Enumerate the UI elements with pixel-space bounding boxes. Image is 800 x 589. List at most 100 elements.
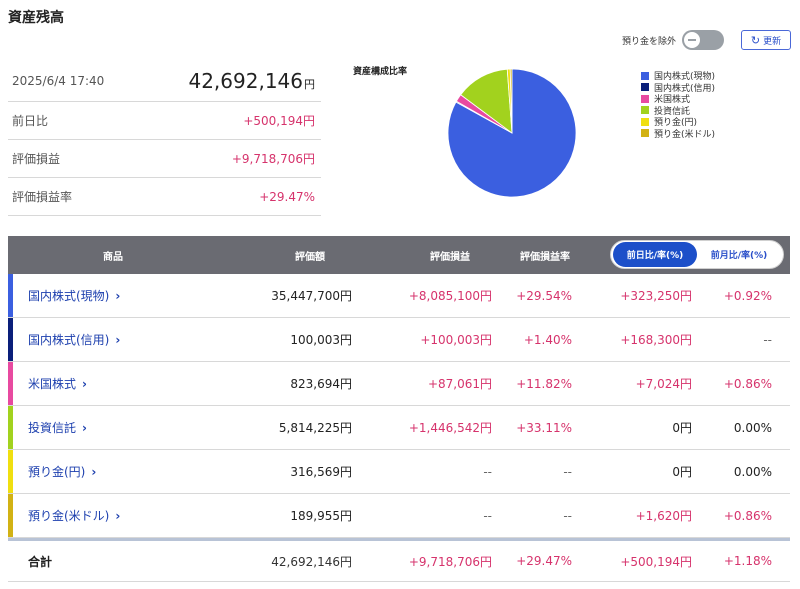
summary-datetime: 2025/6/4 17:40	[12, 73, 105, 88]
period-switch: 前日比/率(%) 前月比/率(%)	[610, 240, 784, 269]
summary-value: +500,194円	[243, 114, 315, 128]
gain-rate: +29.54%	[516, 288, 572, 303]
unrealized-gain: +1,446,542円	[408, 421, 492, 435]
unrealized-gain: +100,003円	[420, 333, 492, 347]
summary-total-value: 42,692,146	[188, 68, 303, 93]
header-product: 商品	[103, 251, 123, 263]
total-diff: +500,194円	[620, 554, 692, 569]
header-value: 評価額	[295, 251, 325, 263]
legend-label: 国内株式(信用)	[654, 83, 716, 94]
table-body: 国内株式(現物) › 35,447,700円 +8,085,100円 +29.54% +3…	[8, 274, 790, 538]
pie-chart-legend: 国内株式(現物) 国内株式(信用) 米国株式 投資信託 預り金(円) 預り金(米ドル)	[641, 70, 716, 140]
category-color-bar	[8, 494, 13, 537]
daily-diff-rate: +0.86%	[723, 508, 772, 523]
daily-diff: +7,024円	[635, 377, 692, 391]
daily-diff: +1,620円	[635, 509, 692, 523]
daily-diff: +168,300円	[620, 333, 692, 347]
legend-label: 投資信託	[654, 106, 691, 117]
gain-rate: +33.11%	[516, 420, 572, 435]
unrealized-gain: +8,085,100円	[408, 289, 492, 303]
valuation: 5,814,225円	[278, 421, 352, 435]
legend-swatch	[641, 117, 649, 126]
valuation: 316,569円	[290, 465, 352, 479]
summary-label: 評価損益	[12, 152, 61, 166]
legend-swatch	[641, 83, 649, 92]
legend-item: 投資信託	[641, 105, 715, 117]
table-row: 米国株式 › 823,694円 +87,061円 +11.82% +7,024円 +0.86…	[8, 362, 790, 406]
valuation: 100,003円	[290, 333, 352, 347]
legend-swatch	[641, 71, 649, 80]
total-rate: +29.47%	[516, 554, 572, 568]
product-link[interactable]: 米国株式 ›	[28, 362, 87, 405]
summary-total-unit: 円	[304, 77, 315, 91]
asset-table: 商品 評価額 評価損益 評価損益率 前日比/率(%) 前月比/率(%) 国内株式…	[8, 236, 790, 582]
summary-value: +9,718,706円	[231, 152, 315, 166]
product-name: 預り金(米ドル)	[28, 509, 110, 523]
daily-diff-rate: 0.00%	[733, 420, 772, 435]
legend-label: 預り金(米ドル)	[654, 129, 716, 140]
chevron-right-icon: ›	[115, 288, 121, 303]
product-link[interactable]: 預り金(米ドル) ›	[28, 494, 120, 537]
daily-diff-rate: --	[763, 332, 772, 347]
category-color-bar	[8, 318, 13, 361]
toggle-knob	[684, 32, 701, 48]
product-link[interactable]: 投資信託 ›	[28, 406, 87, 449]
unrealized-gain: +87,061円	[427, 377, 492, 391]
category-color-bar	[8, 406, 13, 449]
legend-item: 米国株式	[641, 93, 715, 105]
product-name: 国内株式(信用)	[28, 333, 110, 347]
total-separator	[8, 538, 790, 541]
legend-swatch	[641, 129, 649, 138]
daily-diff-rate: 0.00%	[733, 464, 772, 479]
header-rate: 評価損益率	[520, 251, 570, 263]
minus-icon	[688, 39, 697, 41]
legend-swatch	[641, 94, 649, 103]
refresh-label: 更新	[763, 36, 782, 47]
tab-daily-change[interactable]: 前日比/率(%)	[613, 242, 697, 267]
legend-item: 預り金(米ドル)	[641, 128, 715, 140]
valuation: 35,447,700円	[271, 289, 352, 303]
summary-total: 42,692,146円	[188, 69, 315, 93]
product-name: 投資信託	[28, 421, 77, 435]
page-title: 資産残高	[8, 10, 64, 26]
gain-rate: --	[563, 508, 572, 523]
daily-diff-rate: +0.86%	[723, 376, 772, 391]
unrealized-gain: --	[483, 508, 492, 523]
pie-slice	[447, 68, 577, 198]
gain-rate: +1.40%	[523, 332, 572, 347]
legend-item: 国内株式(現物)	[641, 70, 715, 82]
chevron-right-icon: ›	[91, 464, 97, 479]
legend-label: 預り金(円)	[654, 118, 698, 129]
asset-allocation-pie-chart	[447, 68, 577, 198]
table-row: 国内株式(現物) › 35,447,700円 +8,085,100円 +29.54% +3…	[8, 274, 790, 318]
summary-row-gain-rate: 評価損益率 +29.47%	[8, 178, 321, 216]
balance-summary: 2025/6/4 17:40 42,692,146円 前日比 +500,194円…	[8, 60, 321, 216]
gain-rate: +11.82%	[516, 376, 572, 391]
legend-swatch	[641, 106, 649, 115]
exclude-deposit-toggle-group: 預り金を除外	[622, 30, 725, 50]
pie-slice	[460, 68, 513, 134]
refresh-button[interactable]: ↻ 更新	[741, 30, 791, 50]
total-value: 42,692,146円	[271, 554, 352, 569]
tab-monthly-change[interactable]: 前月比/率(%)	[697, 242, 781, 267]
total-diff-rate: +1.18%	[723, 554, 772, 568]
valuation: 823,694円	[290, 377, 352, 391]
category-color-bar	[8, 450, 13, 493]
product-link[interactable]: 預り金(円) ›	[28, 450, 96, 493]
summary-row-daily-change: 前日比 +500,194円	[8, 102, 321, 140]
product-link[interactable]: 国内株式(現物) ›	[28, 274, 120, 317]
header-gain: 評価損益	[430, 251, 470, 263]
exclude-deposit-toggle[interactable]	[682, 30, 725, 50]
summary-value: +29.47%	[259, 189, 315, 204]
chevron-right-icon: ›	[115, 508, 121, 523]
total-label: 合計	[28, 554, 53, 569]
summary-total-row: 2025/6/4 17:40 42,692,146円	[8, 60, 321, 102]
legend-item: 預り金(円)	[641, 116, 715, 128]
daily-diff-rate: +0.92%	[723, 288, 772, 303]
table-row: 預り金(米ドル) › 189,955円 -- -- +1,620円 +0.86%	[8, 494, 790, 538]
unrealized-gain: --	[483, 464, 492, 479]
product-link[interactable]: 国内株式(信用) ›	[28, 318, 120, 361]
product-name: 米国株式	[28, 377, 77, 391]
legend-label: 国内株式(現物)	[654, 72, 716, 83]
table-header: 商品 評価額 評価損益 評価損益率 前日比/率(%) 前月比/率(%)	[8, 236, 790, 274]
